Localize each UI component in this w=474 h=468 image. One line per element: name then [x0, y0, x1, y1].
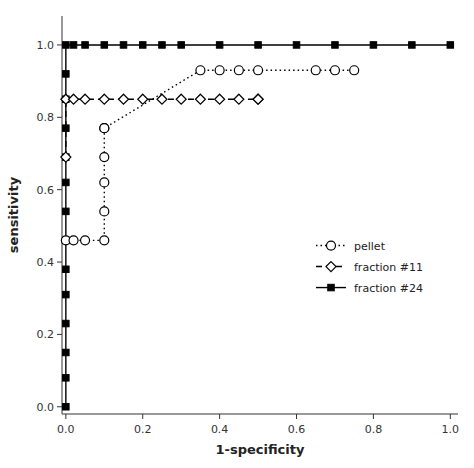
x-tick — [65, 414, 66, 419]
point — [63, 71, 70, 78]
legend-marker — [327, 241, 336, 250]
x-tick-label: 1.0 — [442, 423, 460, 436]
axes: 0.0 0.2 0.4 0.6 0.8 1.0 0.0 0.2 0.4 0.6 0.8 1.0 — [37, 16, 460, 436]
point — [255, 42, 262, 49]
point — [100, 124, 109, 133]
plot-area — [61, 42, 454, 410]
point — [176, 94, 186, 104]
legend: pellet fraction #11 fraction #24 — [316, 240, 423, 295]
legend-label: pellet — [354, 240, 386, 253]
y-tick — [57, 189, 62, 190]
point — [80, 94, 90, 104]
series — [63, 42, 454, 410]
y-tick-label: 0.0 — [37, 401, 55, 414]
x-axis-line — [62, 414, 458, 415]
point — [81, 236, 90, 245]
y-tick — [57, 334, 62, 335]
x-tick — [219, 414, 220, 419]
point — [138, 94, 148, 104]
x-tick — [373, 414, 374, 419]
series-line — [66, 70, 354, 240]
point — [100, 178, 109, 187]
point — [70, 42, 77, 49]
point — [63, 320, 70, 327]
point — [63, 208, 70, 215]
series-line — [66, 99, 258, 157]
point — [409, 42, 416, 49]
legend-marker — [328, 284, 335, 291]
point — [100, 236, 109, 245]
y-tick — [57, 117, 62, 118]
y-tick-label: 0.6 — [37, 184, 55, 197]
point — [99, 94, 109, 104]
point — [61, 152, 71, 162]
y-tick-label: 0.4 — [37, 256, 55, 269]
point — [100, 207, 109, 216]
x-tick — [296, 414, 297, 419]
series — [61, 66, 358, 245]
x-tick — [142, 414, 143, 419]
x-tick-label: 0.8 — [365, 423, 383, 436]
point — [370, 42, 377, 49]
chart: 0.0 0.2 0.4 0.6 0.8 1.0 0.0 0.2 0.4 0.6 0.8 1.0 1-sp… — [0, 0, 474, 468]
point — [196, 66, 205, 75]
point — [216, 42, 223, 49]
point — [139, 42, 146, 49]
point — [195, 94, 205, 104]
y-tick-label: 1.0 — [37, 39, 55, 52]
x-tick — [450, 414, 451, 419]
point — [215, 66, 224, 75]
point — [119, 94, 129, 104]
point — [178, 42, 185, 49]
point — [254, 66, 263, 75]
y-axis-label: sensitivity — [6, 176, 21, 253]
point — [69, 94, 79, 104]
point — [350, 66, 359, 75]
point — [159, 42, 166, 49]
point — [82, 42, 89, 49]
point — [293, 42, 300, 49]
point — [234, 94, 244, 104]
x-axis-label: 1-specificity — [216, 442, 305, 457]
point — [234, 66, 243, 75]
point — [330, 66, 339, 75]
point — [63, 42, 70, 49]
y-tick — [57, 262, 62, 263]
x-tick-label: 0.0 — [57, 423, 75, 436]
y-tick — [57, 44, 62, 45]
y-tick — [57, 406, 62, 407]
point — [157, 94, 167, 104]
point — [63, 291, 70, 298]
legend-label: fraction #11 — [354, 261, 423, 274]
x-tick-label: 0.4 — [211, 423, 229, 436]
series-line — [66, 45, 450, 407]
point — [311, 66, 320, 75]
x-tick-label: 0.6 — [288, 423, 306, 436]
x-tick-label: 0.2 — [134, 423, 152, 436]
point — [100, 124, 109, 133]
point — [63, 404, 70, 411]
legend-label: fraction #24 — [354, 282, 423, 295]
point — [100, 153, 109, 162]
y-tick-label: 0.8 — [37, 111, 55, 124]
point — [101, 42, 108, 49]
point — [447, 42, 454, 49]
point — [63, 179, 70, 186]
point — [63, 375, 70, 382]
legend-marker — [326, 262, 336, 272]
point — [215, 94, 225, 104]
point — [120, 42, 127, 49]
point — [69, 236, 78, 245]
point — [63, 266, 70, 273]
point — [63, 349, 70, 356]
point — [332, 42, 339, 49]
point — [253, 94, 263, 104]
series — [61, 94, 263, 162]
point — [253, 94, 263, 104]
y-tick-label: 0.2 — [37, 328, 55, 341]
